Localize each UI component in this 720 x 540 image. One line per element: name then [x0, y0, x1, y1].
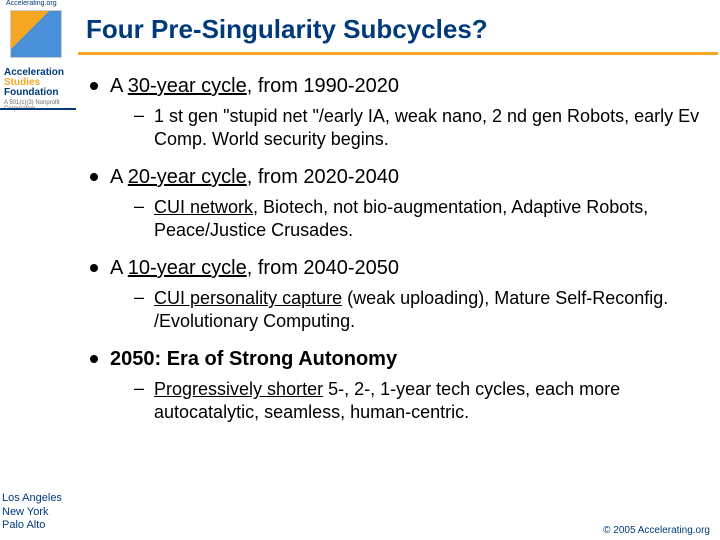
bullet-level2: – Progressively shorter 5-, 2-, 1-year t…	[134, 378, 718, 424]
locations: Los Angeles New York Palo Alto	[2, 492, 62, 532]
dash-icon: –	[134, 287, 144, 308]
bullet-text: A 30-year cycle, from 1990-2020	[110, 74, 399, 99]
bullet-level2: – CUI personality capture (weak uploadin…	[134, 287, 718, 333]
bullet-level2: – 1 st gen "stupid net "/early IA, weak …	[134, 105, 718, 151]
dash-icon: –	[134, 105, 144, 126]
bullet-level1: A 30-year cycle, from 1990-2020	[90, 74, 718, 99]
slide-title: Four Pre-Singularity Subcycles?	[86, 14, 488, 45]
bullet-dot-icon	[90, 355, 98, 363]
location-item: Los Angeles	[2, 492, 62, 505]
sidebar-divider	[0, 108, 76, 110]
text-underlined: CUI personality capture	[154, 288, 342, 308]
text-span: , from 1990-2020	[247, 75, 399, 97]
bullet-dot-icon	[90, 264, 98, 272]
bullet-level2: – CUI network, Biotech, not bio-augmenta…	[134, 196, 718, 242]
bullet-text: A 10-year cycle, from 2040-2050	[110, 256, 399, 281]
main-content: Four Pre-Singularity Subcycles? A 30-yea…	[78, 0, 720, 540]
bullet-dot-icon	[90, 173, 98, 181]
sub-bullet-text: Progressively shorter 5-, 2-, 1-year tec…	[154, 378, 718, 424]
sub-bullet-text: 1 st gen "stupid net "/early IA, weak na…	[154, 105, 718, 151]
org-name: Acceleration Studies Foundation A 501(c)…	[4, 68, 72, 112]
location-item: Palo Alto	[2, 519, 62, 532]
bullet-dot-icon	[90, 82, 98, 90]
text-underlined: 10-year cycle	[128, 257, 247, 279]
text-underlined: 30-year cycle	[128, 75, 247, 97]
bullet-level1: 2050: Era of Strong Autonomy	[90, 347, 718, 372]
text-underlined: 20-year cycle	[128, 166, 247, 188]
dash-icon: –	[134, 378, 144, 399]
sub-bullet-text: CUI network, Biotech, not bio-augmentati…	[154, 196, 718, 242]
sub-bullet-text: CUI personality capture (weak uploading)…	[154, 287, 718, 333]
bullet-level1: A 20-year cycle, from 2020-2040	[90, 165, 718, 190]
text-underlined: CUI network	[154, 197, 253, 217]
bullet-content: A 30-year cycle, from 1990-2020 – 1 st g…	[78, 74, 718, 438]
text-span: A	[110, 257, 128, 279]
org-line4: A 501(c)(3) Nonprofit Corporation	[4, 100, 72, 112]
location-item: New York	[2, 506, 62, 519]
dash-icon: –	[134, 196, 144, 217]
sidebar: Accelerating.org Acceleration Studies Fo…	[0, 0, 78, 540]
text-bold: 2050: Era of Strong Autonomy	[110, 348, 397, 370]
logo-icon	[10, 10, 62, 58]
text-span: , from 2020-2040	[247, 166, 399, 188]
bullet-level1: A 10-year cycle, from 2040-2050	[90, 256, 718, 281]
org-line3: Foundation	[4, 88, 72, 98]
text-underlined: Progressively shorter	[154, 379, 323, 399]
text-span: A	[110, 166, 128, 188]
bullet-text: A 20-year cycle, from 2020-2040	[110, 165, 399, 190]
accelerating-label: Accelerating.org	[6, 0, 57, 7]
title-underline	[78, 52, 718, 55]
bullet-text: 2050: Era of Strong Autonomy	[110, 347, 397, 372]
copyright: © 2005 Accelerating.org	[603, 525, 710, 536]
text-span: , from 2040-2050	[247, 257, 399, 279]
text-span: A	[110, 75, 128, 97]
